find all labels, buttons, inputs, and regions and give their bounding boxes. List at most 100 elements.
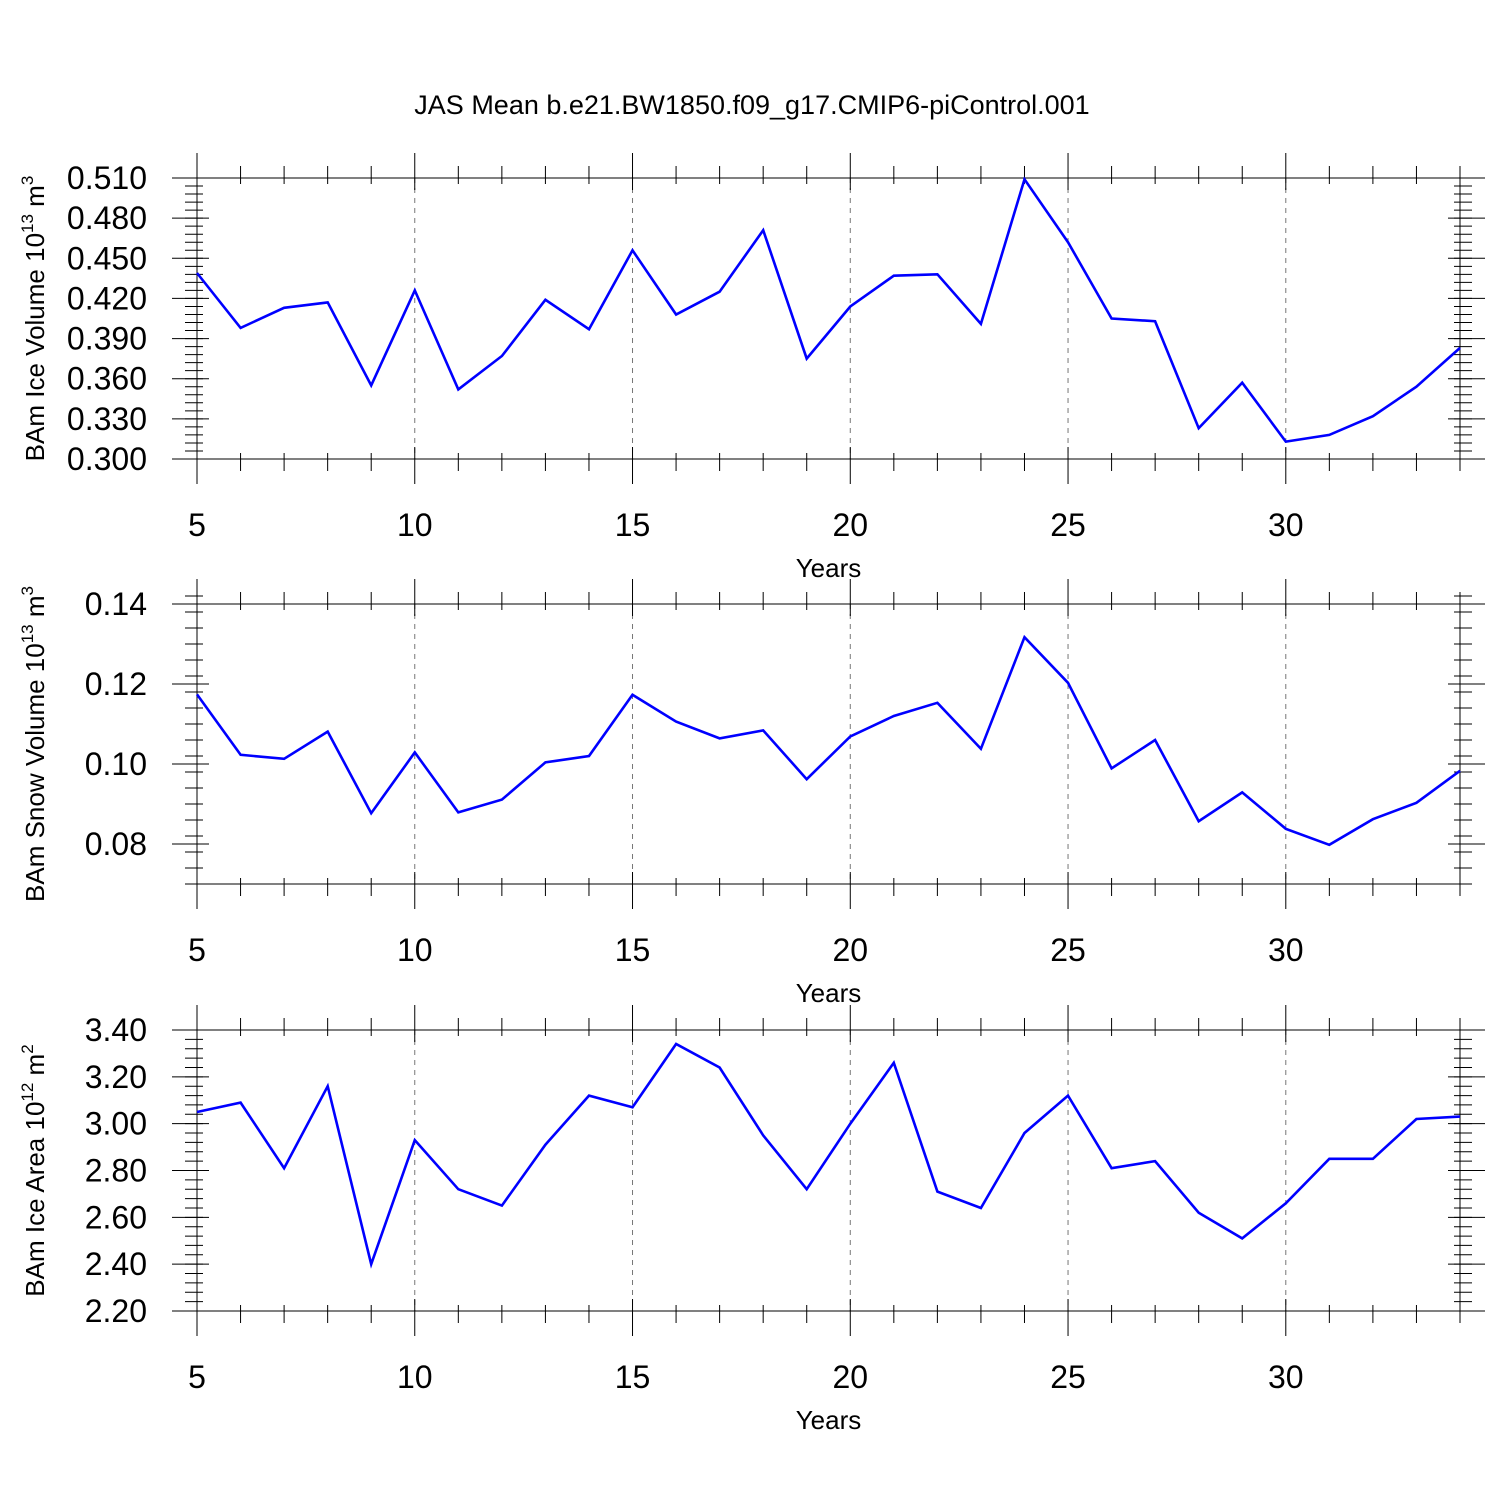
data-point: [281, 756, 287, 762]
plot-frame: [196, 603, 1461, 885]
x-axis-title: Years: [796, 553, 862, 583]
data-point: [1457, 1114, 1463, 1120]
data-point: [1283, 826, 1289, 832]
data-point: [978, 746, 984, 752]
data-point: [455, 386, 461, 392]
y-axis-title-main: BAm Snow Volume 10: [20, 643, 50, 902]
y-tick-label: 0.14: [85, 586, 147, 622]
y-tick-label: 0.510: [67, 160, 147, 196]
data-point: [1370, 1156, 1376, 1162]
data-point: [542, 1142, 548, 1148]
y-axis-title-exponent: 12: [18, 1083, 37, 1102]
data-point: [978, 321, 984, 327]
x-tick-label: 30: [1268, 1359, 1304, 1395]
data-point: [978, 1205, 984, 1211]
panel-ice-volume: 0.300 0.330 0.360 0.390 0.420 0.450 0.480 0.510…: [18, 153, 1485, 583]
data-point: [1370, 816, 1376, 822]
data-point: [1413, 384, 1419, 390]
x-tick-label: 10: [397, 1359, 433, 1395]
data-point: [542, 297, 548, 303]
y-axis-title-exponent: 13: [18, 214, 37, 233]
data-point: [1196, 425, 1202, 431]
series-line: [195, 176, 1461, 444]
panel-ice-area: 2.20 2.40 2.60 2.80 3.00 3.20 3.40 5 10 15 20 25 30 Y…: [18, 1005, 1485, 1435]
data-point: [1065, 1093, 1071, 1099]
data-point: [1196, 818, 1202, 824]
data-point: [281, 305, 287, 311]
data-point: [455, 1186, 461, 1192]
data-point: [325, 1083, 331, 1089]
data-point: [1413, 1116, 1419, 1122]
data-point: [412, 1137, 418, 1143]
data-point: [1152, 737, 1158, 743]
y-axis-title-unit: m: [20, 595, 50, 624]
y-tick-label: 2.40: [85, 1246, 147, 1282]
y-tick-label: 3.20: [85, 1059, 147, 1095]
data-point: [934, 700, 940, 706]
data-point: [804, 356, 810, 362]
data-point: [891, 1060, 897, 1066]
x-axis-title: Years: [796, 978, 862, 1008]
data-point: [1283, 439, 1289, 445]
data-point: [238, 325, 244, 331]
x-tick-label: 15: [615, 507, 651, 543]
y-tick-label: 0.390: [67, 321, 147, 357]
y-tick-label: 3.40: [85, 1012, 147, 1048]
data-point: [1152, 318, 1158, 324]
y-tick-label: 0.480: [67, 200, 147, 236]
data-point: [717, 289, 723, 295]
data-point: [542, 759, 548, 765]
data-point: [1326, 1156, 1332, 1162]
data-point: [673, 719, 679, 725]
data-point: [847, 1121, 853, 1127]
x-tick-label: 25: [1050, 507, 1086, 543]
data-point: [1370, 413, 1376, 419]
data-point: [1021, 634, 1027, 640]
data-point: [1326, 842, 1332, 848]
data-point: [1326, 432, 1332, 438]
x-axis-title: Years: [796, 1405, 862, 1435]
x-tick-label: 25: [1050, 932, 1086, 968]
y-tick-label: 3.00: [85, 1106, 147, 1142]
data-point: [325, 299, 331, 305]
y-axis-title-unit: m: [20, 185, 50, 214]
y-axis-title-unit-exponent: 3: [18, 586, 37, 595]
data-point: [586, 1093, 592, 1099]
data-point: [673, 1041, 679, 1047]
data-point: [1239, 380, 1245, 386]
x-tick-label: 15: [615, 932, 651, 968]
data-point: [1239, 789, 1245, 795]
data-point: [760, 727, 766, 733]
y-axis-title-exponent: 13: [18, 624, 37, 643]
data-point: [499, 353, 505, 359]
x-tick-label: 15: [615, 1359, 651, 1395]
data-point: [847, 733, 853, 739]
data-point: [630, 692, 636, 698]
data-point: [499, 1203, 505, 1209]
y-tick-label: 0.10: [85, 746, 147, 782]
data-point: [238, 1100, 244, 1106]
y-axis-title: BAm Snow Volume 1013 m3: [18, 586, 50, 902]
data-point: [934, 1189, 940, 1195]
y-tick-label: 0.420: [67, 280, 147, 316]
data-point: [194, 691, 200, 697]
data-point: [1109, 765, 1115, 771]
x-tick-label: 5: [188, 507, 206, 543]
y-tick-label: 0.330: [67, 401, 147, 437]
data-point: [455, 809, 461, 815]
data-point: [586, 753, 592, 759]
x-tick-label: 10: [397, 507, 433, 543]
x-tick-label: 20: [832, 1359, 868, 1395]
y-tick-label: 0.12: [85, 666, 147, 702]
data-point: [847, 303, 853, 309]
data-point: [1065, 239, 1071, 245]
data-point: [368, 1261, 374, 1267]
data-point: [717, 735, 723, 741]
figure-title: JAS Mean b.e21.BW1850.f09_g17.CMIP6-piCo…: [414, 90, 1089, 120]
y-tick-label: 0.450: [67, 240, 147, 276]
data-point: [412, 287, 418, 293]
data-point: [891, 713, 897, 719]
x-tick-label: 20: [832, 932, 868, 968]
